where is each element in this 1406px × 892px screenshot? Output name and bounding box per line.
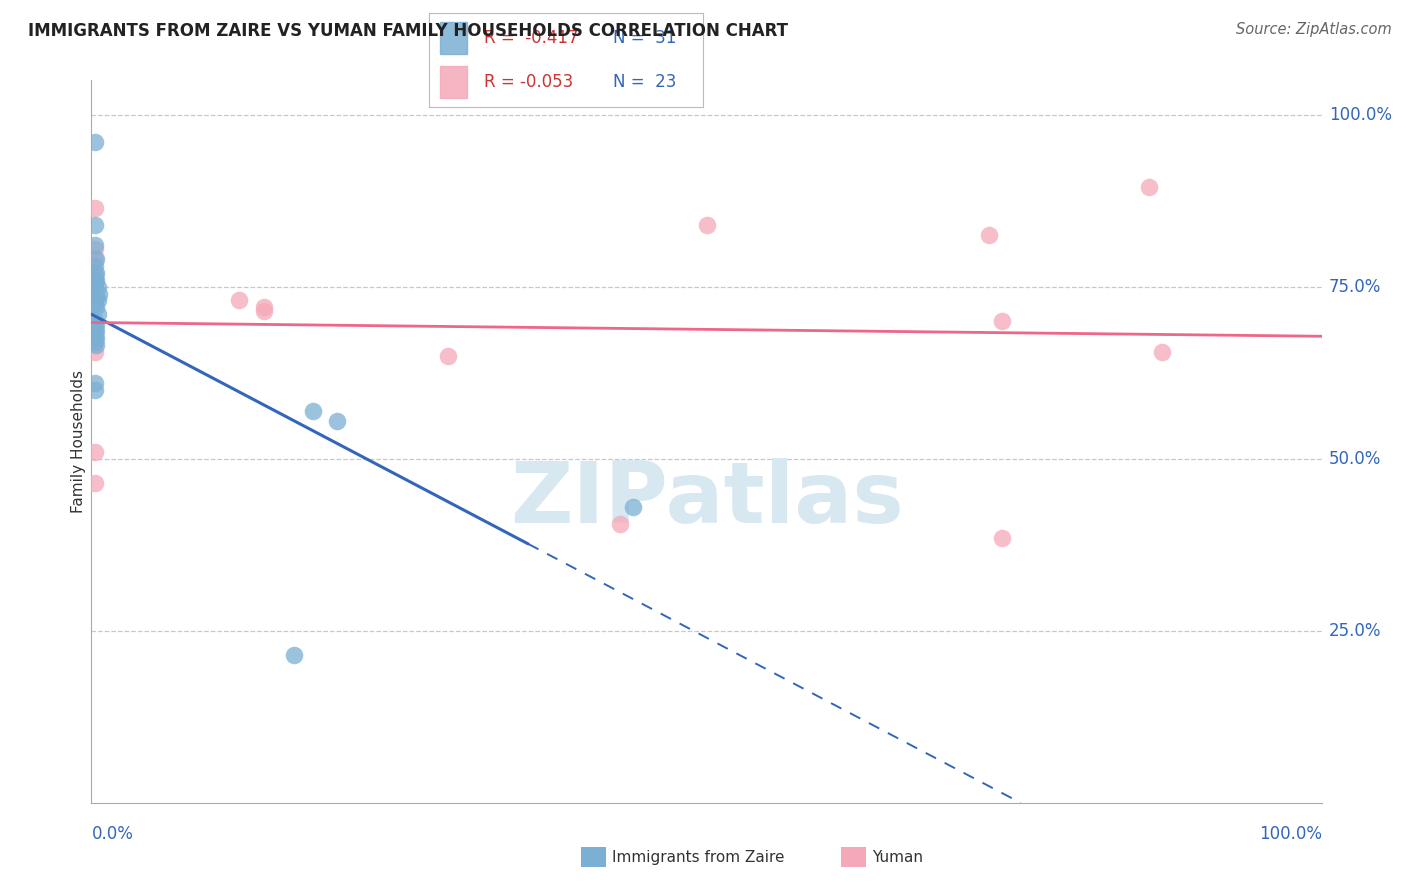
- Point: [86, 301, 108, 315]
- Point: [84, 345, 107, 359]
- Y-axis label: Family Households: Family Households: [70, 370, 86, 513]
- FancyBboxPatch shape: [440, 21, 467, 54]
- Point: [84, 475, 107, 490]
- Point: [84, 321, 107, 335]
- Point: [84, 297, 107, 311]
- Point: [84, 376, 107, 390]
- Point: [979, 228, 1001, 243]
- Point: [283, 648, 305, 662]
- Point: [84, 277, 107, 291]
- Point: [990, 314, 1012, 328]
- Point: [86, 331, 108, 345]
- Text: 100.0%: 100.0%: [1329, 105, 1392, 124]
- Text: 0.0%: 0.0%: [91, 825, 134, 843]
- Point: [1150, 345, 1173, 359]
- Point: [84, 135, 107, 149]
- Point: [86, 318, 108, 332]
- Point: [86, 279, 108, 293]
- Text: N =  31: N = 31: [613, 29, 676, 46]
- Text: 100.0%: 100.0%: [1258, 825, 1322, 843]
- Point: [84, 283, 107, 297]
- Point: [301, 403, 323, 417]
- Point: [84, 266, 107, 280]
- Text: ZIPatlas: ZIPatlas: [509, 458, 904, 541]
- Point: [84, 327, 107, 342]
- Point: [84, 286, 107, 301]
- Point: [86, 266, 108, 280]
- Point: [86, 273, 108, 287]
- Point: [84, 238, 107, 252]
- Point: [84, 383, 107, 397]
- Text: R = -0.053: R = -0.053: [484, 73, 572, 91]
- Point: [84, 259, 107, 273]
- Point: [84, 334, 107, 349]
- Point: [84, 334, 107, 349]
- Point: [1139, 180, 1161, 194]
- Point: [621, 500, 644, 514]
- Point: [84, 277, 107, 291]
- Point: [228, 293, 250, 308]
- Text: 25.0%: 25.0%: [1329, 622, 1381, 640]
- Text: IMMIGRANTS FROM ZAIRE VS YUMAN FAMILY HOUSEHOLDS CORRELATION CHART: IMMIGRANTS FROM ZAIRE VS YUMAN FAMILY HO…: [28, 22, 789, 40]
- Point: [86, 290, 108, 304]
- Text: Source: ZipAtlas.com: Source: ZipAtlas.com: [1236, 22, 1392, 37]
- Point: [86, 307, 108, 321]
- Point: [86, 325, 108, 339]
- Point: [86, 252, 108, 267]
- Text: N =  23: N = 23: [613, 73, 676, 91]
- Text: Yuman: Yuman: [872, 850, 922, 864]
- Point: [253, 301, 276, 315]
- Point: [84, 218, 107, 232]
- Point: [84, 201, 107, 215]
- Text: 50.0%: 50.0%: [1329, 450, 1381, 467]
- Point: [326, 414, 349, 428]
- Point: [84, 252, 107, 267]
- Text: Immigrants from Zaire: Immigrants from Zaire: [612, 850, 785, 864]
- Point: [84, 314, 107, 328]
- Point: [84, 445, 107, 459]
- Point: [253, 303, 276, 318]
- Text: R =  -0.417: R = -0.417: [484, 29, 578, 46]
- Point: [84, 293, 107, 308]
- Text: 75.0%: 75.0%: [1329, 277, 1381, 296]
- Point: [84, 269, 107, 284]
- Point: [84, 273, 107, 287]
- Point: [437, 349, 460, 363]
- Point: [990, 531, 1012, 545]
- Point: [86, 293, 108, 308]
- Point: [86, 338, 108, 352]
- Point: [695, 218, 717, 232]
- Point: [84, 242, 107, 256]
- Point: [87, 286, 110, 301]
- Point: [609, 517, 631, 532]
- FancyBboxPatch shape: [440, 66, 467, 98]
